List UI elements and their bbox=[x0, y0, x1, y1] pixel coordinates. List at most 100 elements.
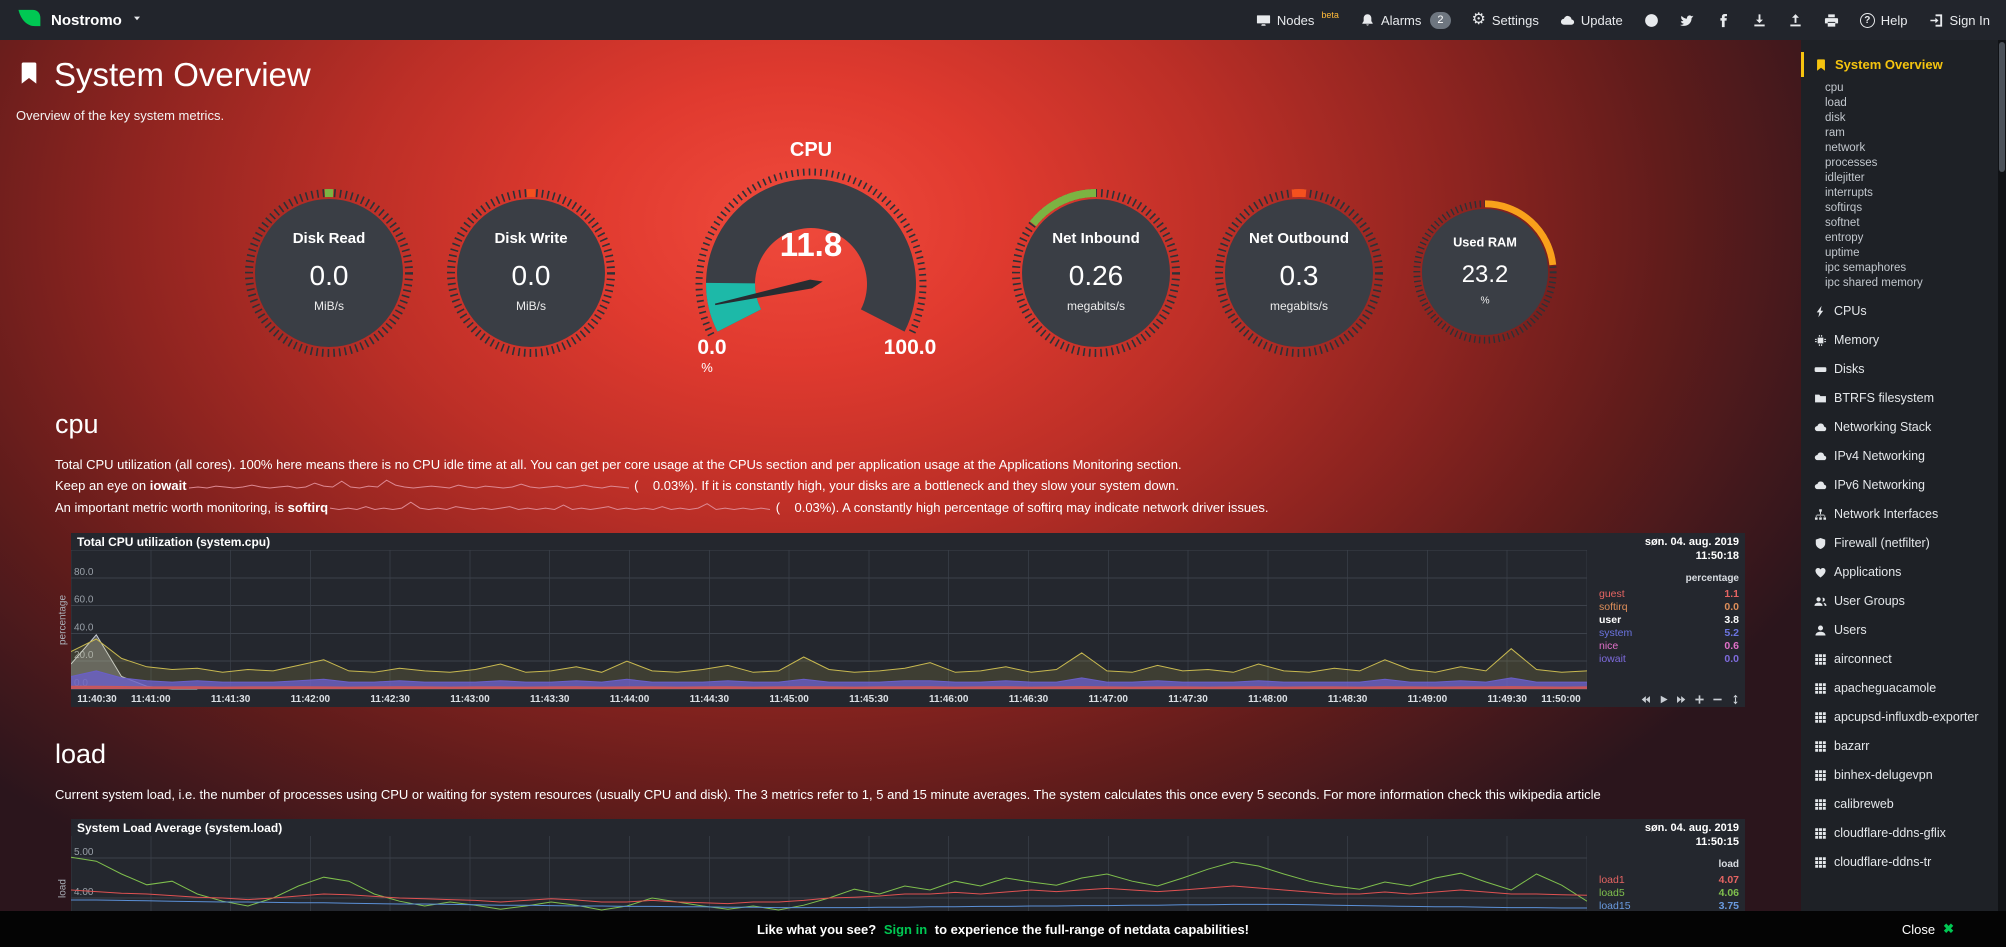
system-cpu-dim-softirq[interactable]: softirq 0.0 bbox=[1599, 601, 1739, 614]
load-legend-date: søn. 04. aug. 2019 bbox=[1644, 822, 1739, 835]
sidebar-item-ipv4-networking[interactable]: IPv4 Networking bbox=[1801, 442, 1998, 471]
iowait-text-post: ( 0.03%). If it is constantly high, your… bbox=[630, 478, 1179, 493]
sidebar-item-label: binhex-delugevpn bbox=[1834, 768, 1933, 782]
system-cpu-play-button[interactable] bbox=[1658, 694, 1669, 705]
svg-text:11:48:30: 11:48:30 bbox=[1328, 694, 1368, 705]
sidebar-subitem-cpu[interactable]: cpu bbox=[1825, 82, 1844, 94]
sidebar-item-disks[interactable]: Disks bbox=[1801, 355, 1998, 384]
system-cpu-vresize-button[interactable] bbox=[1730, 694, 1741, 705]
sidebar-subitem-idlejitter[interactable]: idlejitter bbox=[1825, 172, 1865, 184]
sidebar-subitem-entropy[interactable]: entropy bbox=[1825, 232, 1864, 244]
nav-item-alarms[interactable]: Alarms 2 bbox=[1360, 11, 1451, 29]
nav-item-facebook[interactable] bbox=[1716, 13, 1731, 28]
sidebar-item-networking-stack[interactable]: Networking Stack bbox=[1801, 413, 1998, 442]
sidebar-item-ipv6-networking[interactable]: IPv6 Networking bbox=[1801, 471, 1998, 500]
nav-item-import[interactable] bbox=[1788, 13, 1803, 28]
system-cpu-dim-user[interactable]: user 3.8 bbox=[1599, 614, 1739, 627]
sidebar-item-btrfs-filesystem[interactable]: BTRFS filesystem bbox=[1801, 384, 1998, 413]
sidebar-item-apacheguacamole[interactable]: apacheguacamole bbox=[1801, 674, 1998, 703]
sidebar-item-bazarr[interactable]: bazarr bbox=[1801, 732, 1998, 761]
sidebar-item-applications[interactable]: Applications bbox=[1801, 558, 1998, 587]
gauges-row: Disk Read 0.0 MiB/s Disk Write 0.0 MiB/s CPU 11… bbox=[0, 139, 1801, 377]
system-cpu-dim-iowait[interactable]: iowait 0.0 bbox=[1599, 653, 1739, 666]
system-cpu-dim-nice[interactable]: nice 0.6 bbox=[1599, 640, 1739, 653]
sidebar-item-system-overview[interactable]: System Overview bbox=[1801, 52, 1998, 77]
cpu-gauge-value: 11.8 bbox=[780, 226, 842, 263]
system-cpu-dim-system[interactable]: system 5.2 bbox=[1599, 627, 1739, 640]
system-load-dim-load5[interactable]: load5 4.06 bbox=[1599, 887, 1739, 900]
gauge-net-inbound-chart[interactable]: Net Inbound 0.26 megabits/s bbox=[1008, 185, 1184, 361]
footer-signin-link[interactable]: Sign in bbox=[883, 921, 928, 937]
sidebar-subitem-disk[interactable]: disk bbox=[1825, 112, 1846, 124]
wikipedia-link[interactable]: this wikipedia article bbox=[1485, 787, 1601, 803]
sidebar-subitem-ipc-semaphores[interactable]: ipc semaphores bbox=[1825, 262, 1907, 274]
sidebar-item-user-groups[interactable]: User Groups bbox=[1801, 587, 1998, 616]
sidebar-item-cpus[interactable]: CPUs bbox=[1801, 297, 1998, 326]
system-cpu-rewind-button[interactable] bbox=[1640, 694, 1651, 705]
system-load-dim-load1[interactable]: load1 4.07 bbox=[1599, 874, 1739, 887]
page-scrollbar[interactable] bbox=[1998, 40, 2006, 947]
nav-item-settings[interactable]: ⚙ Settings bbox=[1472, 12, 1539, 28]
sidebar-item-binhex-delugevpn[interactable]: binhex-delugevpn bbox=[1801, 761, 1998, 790]
cpu-chart-canvas[interactable]: 0.020.040.060.080.0100.011:40:3011:41:00… bbox=[71, 550, 1595, 707]
gauge-disk-read-value: 0.0 bbox=[310, 260, 349, 291]
sidebar-item-users[interactable]: Users bbox=[1801, 616, 1998, 645]
gauge-disk-read[interactable]: Disk Read 0.0 MiB/s bbox=[241, 185, 417, 361]
sidebar-subitem-softnet[interactable]: softnet bbox=[1825, 217, 1860, 229]
system-load-dim-load15[interactable]: load15 3.75 bbox=[1599, 900, 1739, 913]
nav-label-signin: Sign In bbox=[1949, 12, 1990, 28]
sidebar-subitem-processes[interactable]: processes bbox=[1825, 157, 1878, 169]
nav-item-nodes[interactable]: Nodes beta bbox=[1256, 10, 1339, 28]
bell-icon bbox=[1362, 13, 1373, 26]
gauge-disk-read-chart[interactable]: Disk Read 0.0 MiB/s bbox=[241, 185, 417, 361]
sidebar-subitem-load[interactable]: load bbox=[1825, 97, 1847, 109]
footer-close-button[interactable]: Close ✖ bbox=[1902, 921, 1954, 937]
sidebar-item-label: Network Interfaces bbox=[1834, 507, 1939, 521]
sidebar-subitem-interrupts[interactable]: interrupts bbox=[1825, 187, 1873, 199]
cloud-icon bbox=[1814, 423, 1827, 432]
nav-item-print[interactable] bbox=[1824, 13, 1839, 28]
sidebar-subitem-softirqs[interactable]: softirqs bbox=[1825, 202, 1863, 214]
system-cpu-dim-guest[interactable]: guest 1.1 bbox=[1599, 588, 1739, 601]
sidebar-item-memory[interactable]: Memory bbox=[1801, 326, 1998, 355]
nav-item-twitter[interactable] bbox=[1679, 13, 1695, 28]
gauge-used-ram[interactable]: Used RAM 23.2% bbox=[1410, 197, 1560, 347]
scrollbar-thumb[interactable] bbox=[1999, 42, 2005, 172]
minus-icon bbox=[1713, 698, 1722, 701]
sidebar-item-cloudflare-ddns-gflix[interactable]: cloudflare-ddns-gflix bbox=[1801, 819, 1998, 848]
sidebar-subitem-uptime[interactable]: uptime bbox=[1825, 247, 1860, 259]
grid-icon bbox=[1815, 770, 1826, 781]
cpu-gauge-needle bbox=[714, 279, 823, 306]
nav-item-update[interactable]: Update bbox=[1560, 13, 1623, 28]
gauge-net-outbound-chart[interactable]: Net Outbound 0.3 megabits/s bbox=[1211, 185, 1387, 361]
gauge-disk-write[interactable]: Disk Write 0.0 MiB/s bbox=[443, 185, 619, 361]
cpu-gauge-chart[interactable]: 11.8 0.0 100.0% bbox=[661, 164, 961, 374]
sidebar-subitem-ipc-shared-memory[interactable]: ipc shared memory bbox=[1825, 277, 1923, 289]
sidebar-subitem-ram[interactable]: ram bbox=[1825, 127, 1845, 139]
gauge-cpu[interactable]: CPU 11.8 0.0 100.0% bbox=[661, 139, 961, 374]
node-selector[interactable]: Nostromo bbox=[16, 5, 143, 36]
sidebar-item-network-interfaces[interactable]: Network Interfaces bbox=[1801, 500, 1998, 529]
microchip-icon bbox=[1814, 334, 1827, 347]
sidebar-subitem-network[interactable]: network bbox=[1825, 142, 1866, 154]
gauge-net-inbound[interactable]: Net Inbound 0.26 megabits/s bbox=[1008, 185, 1184, 361]
system-cpu-plus-button[interactable] bbox=[1694, 694, 1705, 705]
system-cpu-fastforward-button[interactable] bbox=[1676, 694, 1687, 705]
gauge-disk-write-chart[interactable]: Disk Write 0.0 MiB/s bbox=[443, 185, 619, 361]
sidebar-item-firewall-netfilter-[interactable]: Firewall (netfilter) bbox=[1801, 529, 1998, 558]
sidebar-item-airconnect[interactable]: airconnect bbox=[1801, 645, 1998, 674]
sidebar-item-calibreweb[interactable]: calibreweb bbox=[1801, 790, 1998, 819]
nav-item-github[interactable] bbox=[1644, 13, 1659, 28]
sidebar-item-cloudflare-ddns-tr[interactable]: cloudflare-ddns-tr bbox=[1801, 848, 1998, 877]
dimension-name: user bbox=[1599, 614, 1622, 627]
nav-item-export[interactable] bbox=[1752, 13, 1767, 28]
gauge-net-outbound[interactable]: Net Outbound 0.3 megabits/s bbox=[1211, 185, 1387, 361]
nav-item-help[interactable]: ? Help bbox=[1859, 12, 1908, 28]
dimension-name: system bbox=[1599, 627, 1633, 640]
dimension-name: iowait bbox=[1599, 653, 1626, 666]
system-cpu-minus-button[interactable] bbox=[1712, 694, 1723, 705]
nav-item-signin[interactable]: Sign In bbox=[1929, 13, 1990, 28]
softirq-text-post: ( 0.03%). A constantly high percentage o… bbox=[772, 500, 1269, 516]
gauge-used-ram-chart[interactable]: Used RAM 23.2% bbox=[1410, 197, 1560, 347]
sidebar-item-apcupsd-influxdb-exporter[interactable]: apcupsd-influxdb-exporter bbox=[1801, 703, 1998, 732]
